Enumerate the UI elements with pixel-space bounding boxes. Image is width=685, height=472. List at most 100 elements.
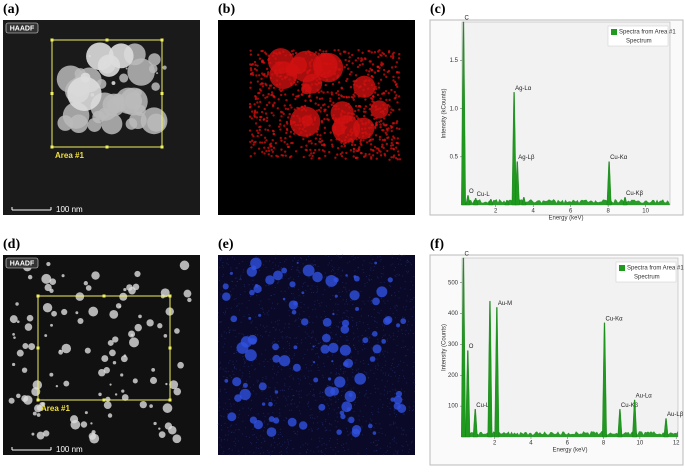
noise bbox=[265, 285, 267, 287]
noise bbox=[308, 255, 310, 257]
noise bbox=[395, 276, 397, 278]
noise bbox=[376, 358, 378, 360]
noise bbox=[224, 282, 226, 284]
noise bbox=[337, 450, 339, 452]
noise bbox=[293, 447, 295, 449]
dot bbox=[319, 134, 322, 137]
noise bbox=[264, 349, 266, 351]
noise bbox=[345, 442, 347, 444]
noise bbox=[379, 399, 381, 401]
particle bbox=[61, 274, 65, 278]
dot bbox=[267, 153, 270, 156]
noise bbox=[257, 413, 259, 415]
noise bbox=[383, 281, 385, 283]
panel-label: (c) bbox=[430, 2, 446, 17]
noise bbox=[258, 363, 260, 365]
particle bbox=[320, 344, 330, 354]
particle bbox=[313, 53, 344, 83]
noise bbox=[412, 346, 414, 348]
noise bbox=[243, 334, 245, 336]
dot bbox=[318, 48, 322, 52]
noise bbox=[383, 335, 385, 337]
noise bbox=[409, 407, 411, 409]
noise bbox=[277, 416, 279, 418]
particle bbox=[134, 270, 141, 278]
noise bbox=[370, 369, 372, 371]
noise bbox=[244, 285, 246, 287]
y-tick-label: 0.5 bbox=[450, 154, 459, 160]
noise bbox=[392, 383, 394, 385]
noise bbox=[234, 329, 236, 331]
particle bbox=[240, 336, 253, 348]
noise bbox=[316, 346, 318, 348]
noise bbox=[233, 403, 235, 405]
noise bbox=[359, 410, 361, 412]
badge-bg bbox=[5, 22, 39, 34]
dot bbox=[260, 133, 263, 137]
noise bbox=[390, 424, 392, 426]
dot bbox=[262, 118, 265, 121]
noise bbox=[324, 399, 326, 401]
particle bbox=[164, 422, 173, 430]
noise bbox=[332, 354, 334, 356]
noise bbox=[329, 407, 331, 409]
peak-label: C bbox=[464, 16, 469, 22]
noise bbox=[386, 338, 388, 340]
noise bbox=[390, 336, 392, 338]
noise bbox=[405, 261, 407, 263]
noise bbox=[348, 343, 350, 345]
noise bbox=[394, 450, 396, 452]
dot bbox=[337, 93, 341, 96]
dot bbox=[397, 57, 401, 60]
peak bbox=[461, 257, 466, 438]
noise bbox=[275, 394, 277, 396]
dot bbox=[259, 100, 262, 104]
noise bbox=[393, 409, 395, 411]
legend-swatch bbox=[611, 29, 617, 35]
noise bbox=[366, 373, 368, 375]
noise bbox=[316, 447, 318, 449]
noise bbox=[264, 327, 266, 329]
noise bbox=[303, 295, 305, 297]
noise bbox=[381, 324, 383, 326]
noise bbox=[235, 351, 237, 353]
dot bbox=[354, 104, 358, 108]
noise bbox=[348, 433, 350, 435]
dot bbox=[336, 147, 340, 150]
noise bbox=[342, 269, 344, 271]
noise bbox=[371, 333, 373, 335]
noise bbox=[264, 416, 266, 418]
noise bbox=[222, 290, 224, 292]
noise bbox=[294, 337, 296, 339]
noise bbox=[289, 347, 291, 349]
particle bbox=[43, 430, 50, 437]
noise bbox=[218, 436, 220, 438]
dot bbox=[363, 57, 367, 60]
noise bbox=[383, 325, 385, 327]
noise bbox=[368, 341, 370, 343]
particle bbox=[102, 93, 126, 117]
noise bbox=[248, 407, 250, 409]
dot bbox=[370, 157, 373, 160]
noise bbox=[320, 316, 322, 318]
noise bbox=[411, 299, 413, 301]
noise bbox=[342, 447, 344, 449]
noise bbox=[300, 301, 302, 303]
particle bbox=[153, 421, 157, 426]
peak-label: Cu-Kβ bbox=[626, 191, 644, 197]
dot bbox=[396, 71, 399, 74]
noise bbox=[385, 434, 387, 436]
noise bbox=[354, 270, 356, 272]
particle bbox=[367, 423, 373, 429]
noise bbox=[398, 297, 400, 299]
particle bbox=[341, 319, 350, 327]
dot bbox=[256, 80, 260, 83]
particle bbox=[288, 300, 298, 310]
dot bbox=[343, 144, 347, 148]
dot bbox=[272, 86, 276, 90]
dot bbox=[260, 49, 263, 53]
dot bbox=[379, 119, 383, 123]
dot bbox=[362, 155, 366, 158]
noise bbox=[293, 278, 295, 280]
noise bbox=[307, 448, 309, 450]
